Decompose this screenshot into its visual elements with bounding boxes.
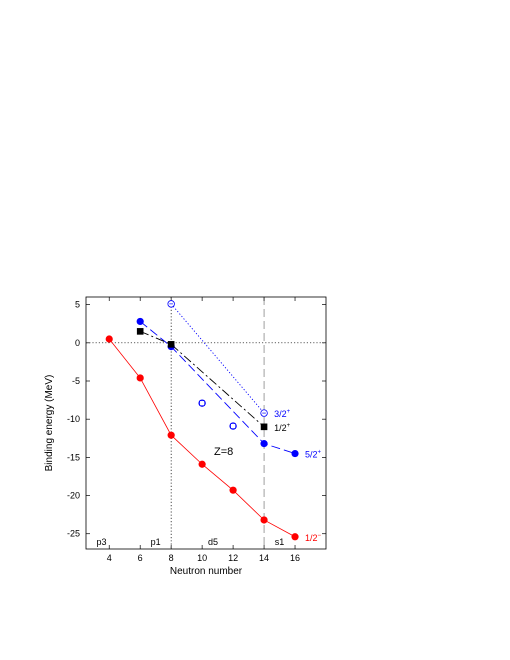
data-point-s0-n4 [105,335,113,343]
series-label-parity: + [287,409,291,415]
series-label-0: 1/2− [305,533,322,543]
annotation-z8: Z=8 [214,446,233,458]
data-point-s2-n14 [260,423,268,431]
series-label-2: 1/2+ [274,423,291,433]
shell-label-d5: d5 [208,537,218,547]
data-point-s0-n14 [260,516,268,524]
data-point-s1-n6 [136,317,144,326]
y-tick-label: -25 [67,529,80,539]
x-tick-label: 6 [138,553,143,563]
y-tick-label: -20 [67,491,80,501]
data-point-s2-n8 [167,341,175,348]
series-line-0 [108,338,296,538]
y-tick-label: -15 [67,452,80,462]
x-axis-label: Neutron number [170,566,243,577]
series-line-1 [139,321,296,454]
data-point-s1-n14 [260,440,268,448]
data-point-s2-n6 [136,328,144,335]
series-label-3: 3/2+ [274,409,291,419]
data-point-s4-n12-box [230,423,236,429]
series-label-text: 5/2 [305,450,318,460]
data-point-s1-n16 [291,449,299,458]
data-point-s4-n12 [229,422,237,430]
x-tick-label: 14 [259,553,269,563]
y-tick-label: -5 [72,376,80,386]
data-point-s4-n10-box [199,400,205,406]
x-tick-label: 16 [290,553,300,563]
plot-frame [85,296,327,550]
series-label-1: 5/2+ [305,450,322,460]
data-point-s4-n10 [198,399,206,407]
x-tick-label: 8 [169,553,174,563]
shell-label-p1: p1 [151,537,161,547]
shell-label-s1: s1 [275,537,285,547]
x-tick-label: 4 [107,553,112,563]
y-tick-label: -10 [67,414,80,424]
series-label-text: 1/2 [274,423,287,433]
series-label-parity: + [287,423,291,429]
series-label-text: 3/2 [274,409,287,419]
series-lines [108,303,296,538]
shell-label-p3: p3 [96,537,106,547]
series-line-3 [170,303,265,414]
data-point-s0-n10 [198,460,206,468]
series-label-parity: + [318,450,322,456]
y-tick-label: 5 [75,300,80,310]
y-axis-label: Binding energy (MeV) [44,375,55,472]
series-labels: p3 p1 d5 s1 1/2−5/2+1/2+3/2+ [96,409,321,547]
x-tick-label: 10 [197,553,207,563]
series-markers [105,300,299,541]
data-point-s0-n8 [167,431,175,439]
axis-ticks: 4 6 8 10 12 14 16 5 0 -5 -10 -15 -20 -25 [67,297,326,563]
reference-lines [86,297,326,549]
data-point-s0-n16 [291,533,299,541]
x-tick-label: 12 [228,553,238,563]
data-point-s0-n12 [229,486,237,494]
y-tick-label: 0 [75,338,80,348]
series-label-text: 1/2 [305,533,318,543]
series-label-parity: − [318,533,322,539]
data-point-s0-n6 [136,374,144,382]
